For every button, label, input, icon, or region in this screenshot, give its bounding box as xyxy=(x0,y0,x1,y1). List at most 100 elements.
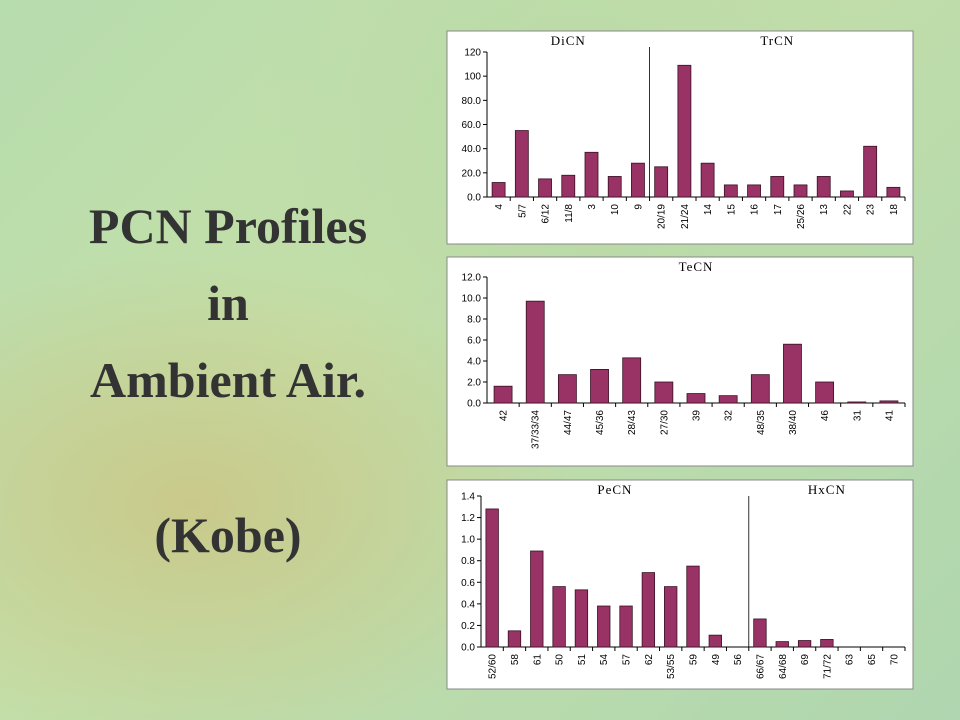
bar xyxy=(820,639,834,648)
bar xyxy=(783,343,802,404)
y-tick-label: 8.0 xyxy=(467,315,481,326)
x-tick-label: 66/67 xyxy=(755,654,766,679)
bar xyxy=(879,400,899,404)
x-tick-label: 17 xyxy=(773,204,784,216)
x-tick-label: 59 xyxy=(689,654,700,666)
bar xyxy=(886,186,901,198)
y-tick-label: 100 xyxy=(464,72,481,83)
y-tick-label: 12.0 xyxy=(462,273,482,284)
y-tick-label: 120 xyxy=(464,48,481,59)
title-line: Ambient Air. xyxy=(90,352,366,408)
x-tick-label: 11/8 xyxy=(564,204,575,223)
bar xyxy=(753,618,767,648)
title-line: PCN Profiles xyxy=(89,198,367,254)
y-tick-label: 0.0 xyxy=(461,643,475,654)
x-tick-label: 13 xyxy=(819,204,830,216)
x-tick-label: 32 xyxy=(724,410,735,422)
x-tick-label: 6/12 xyxy=(541,204,552,224)
y-tick-label: 0.4 xyxy=(461,599,475,610)
bar xyxy=(775,641,789,648)
x-tick-label: 45/36 xyxy=(595,410,606,435)
y-tick-label: 1.2 xyxy=(461,513,475,524)
title-line: in xyxy=(207,275,249,331)
chart-box xyxy=(446,479,914,690)
x-tick-label: 54 xyxy=(599,654,610,666)
bar xyxy=(514,130,529,198)
chart-box xyxy=(446,256,914,467)
bar xyxy=(485,508,499,648)
bar xyxy=(507,630,522,648)
x-tick-label: 39 xyxy=(692,410,703,422)
x-tick-label: 22 xyxy=(842,204,853,216)
bar xyxy=(641,572,656,648)
title-line: (Kobe) xyxy=(154,507,301,563)
bar xyxy=(530,550,544,648)
bar xyxy=(793,184,808,198)
bar xyxy=(750,374,770,404)
bar xyxy=(723,184,738,198)
x-tick-label: 57 xyxy=(622,654,633,666)
bar xyxy=(622,357,642,404)
x-tick-label: 44/47 xyxy=(563,410,574,435)
x-tick-label: 53/55 xyxy=(666,654,677,679)
y-tick-label: 6.0 xyxy=(467,336,481,347)
x-tick-label: 46 xyxy=(820,410,831,422)
y-tick-label: 80.0 xyxy=(462,96,482,107)
bar xyxy=(584,151,599,198)
x-tick-label: 10 xyxy=(610,204,621,216)
bar xyxy=(770,176,785,198)
x-tick-label: 41 xyxy=(884,410,895,422)
x-tick-label: 37/33/34 xyxy=(531,410,542,449)
bar xyxy=(700,162,715,198)
x-tick-label: 16 xyxy=(750,204,761,216)
x-tick-label: 28/43 xyxy=(627,410,638,435)
bar xyxy=(677,64,692,198)
x-tick-label: 52/60 xyxy=(488,654,499,679)
bar xyxy=(708,634,722,648)
x-tick-label: 14 xyxy=(703,204,714,216)
bar xyxy=(686,565,700,648)
y-tick-label: 60.0 xyxy=(462,120,482,131)
bar xyxy=(561,174,576,198)
y-tick-label: 2.0 xyxy=(467,378,481,389)
x-tick-label: 18 xyxy=(889,204,900,216)
group-label: TeCN xyxy=(679,259,714,274)
x-tick-label: 49 xyxy=(711,654,722,666)
group-label: DiCN xyxy=(551,33,586,48)
x-tick-label: 3 xyxy=(587,204,598,210)
chart: 0.0 0.2 0.4 0.6 0.8 1.0 1.2 1.4 52/60 58 61 50 51 54 5… xyxy=(446,479,914,690)
y-tick-label: 0.0 xyxy=(467,399,481,410)
bar xyxy=(840,190,854,198)
x-tick-label: 5/7 xyxy=(517,204,528,218)
x-tick-label: 62 xyxy=(644,654,655,666)
bar xyxy=(525,300,545,404)
x-tick-label: 48/35 xyxy=(756,410,767,435)
y-tick-label: 20.0 xyxy=(462,168,482,179)
bar xyxy=(863,145,878,198)
bar xyxy=(590,368,609,404)
bar xyxy=(607,176,622,198)
bar xyxy=(491,182,506,198)
x-tick-label: 42 xyxy=(499,410,510,422)
chart: 0.0 2.0 4.0 6.0 8.0 10.0 12.0 42 37/33/34 44/47 45… xyxy=(446,256,914,467)
bar xyxy=(557,374,577,404)
bar xyxy=(816,176,831,198)
x-tick-label: 71/72 xyxy=(822,654,833,679)
x-tick-label: 58 xyxy=(510,654,521,666)
bar xyxy=(815,381,835,404)
bar xyxy=(574,589,589,648)
bar xyxy=(654,381,674,404)
x-tick-label: 70 xyxy=(889,654,900,666)
y-tick-label: 1.4 xyxy=(461,492,475,503)
y-tick-label: 0.6 xyxy=(461,578,475,589)
bar xyxy=(493,385,513,404)
group-label: PeCN xyxy=(597,482,632,497)
x-tick-label: 38/40 xyxy=(788,410,799,435)
bar xyxy=(538,178,552,198)
x-tick-label: 69 xyxy=(800,654,811,666)
x-tick-label: 25/26 xyxy=(796,204,807,229)
bar xyxy=(631,162,645,198)
bar xyxy=(797,640,812,648)
y-tick-label: 4.0 xyxy=(467,357,481,368)
group-label: TrCN xyxy=(760,33,794,48)
